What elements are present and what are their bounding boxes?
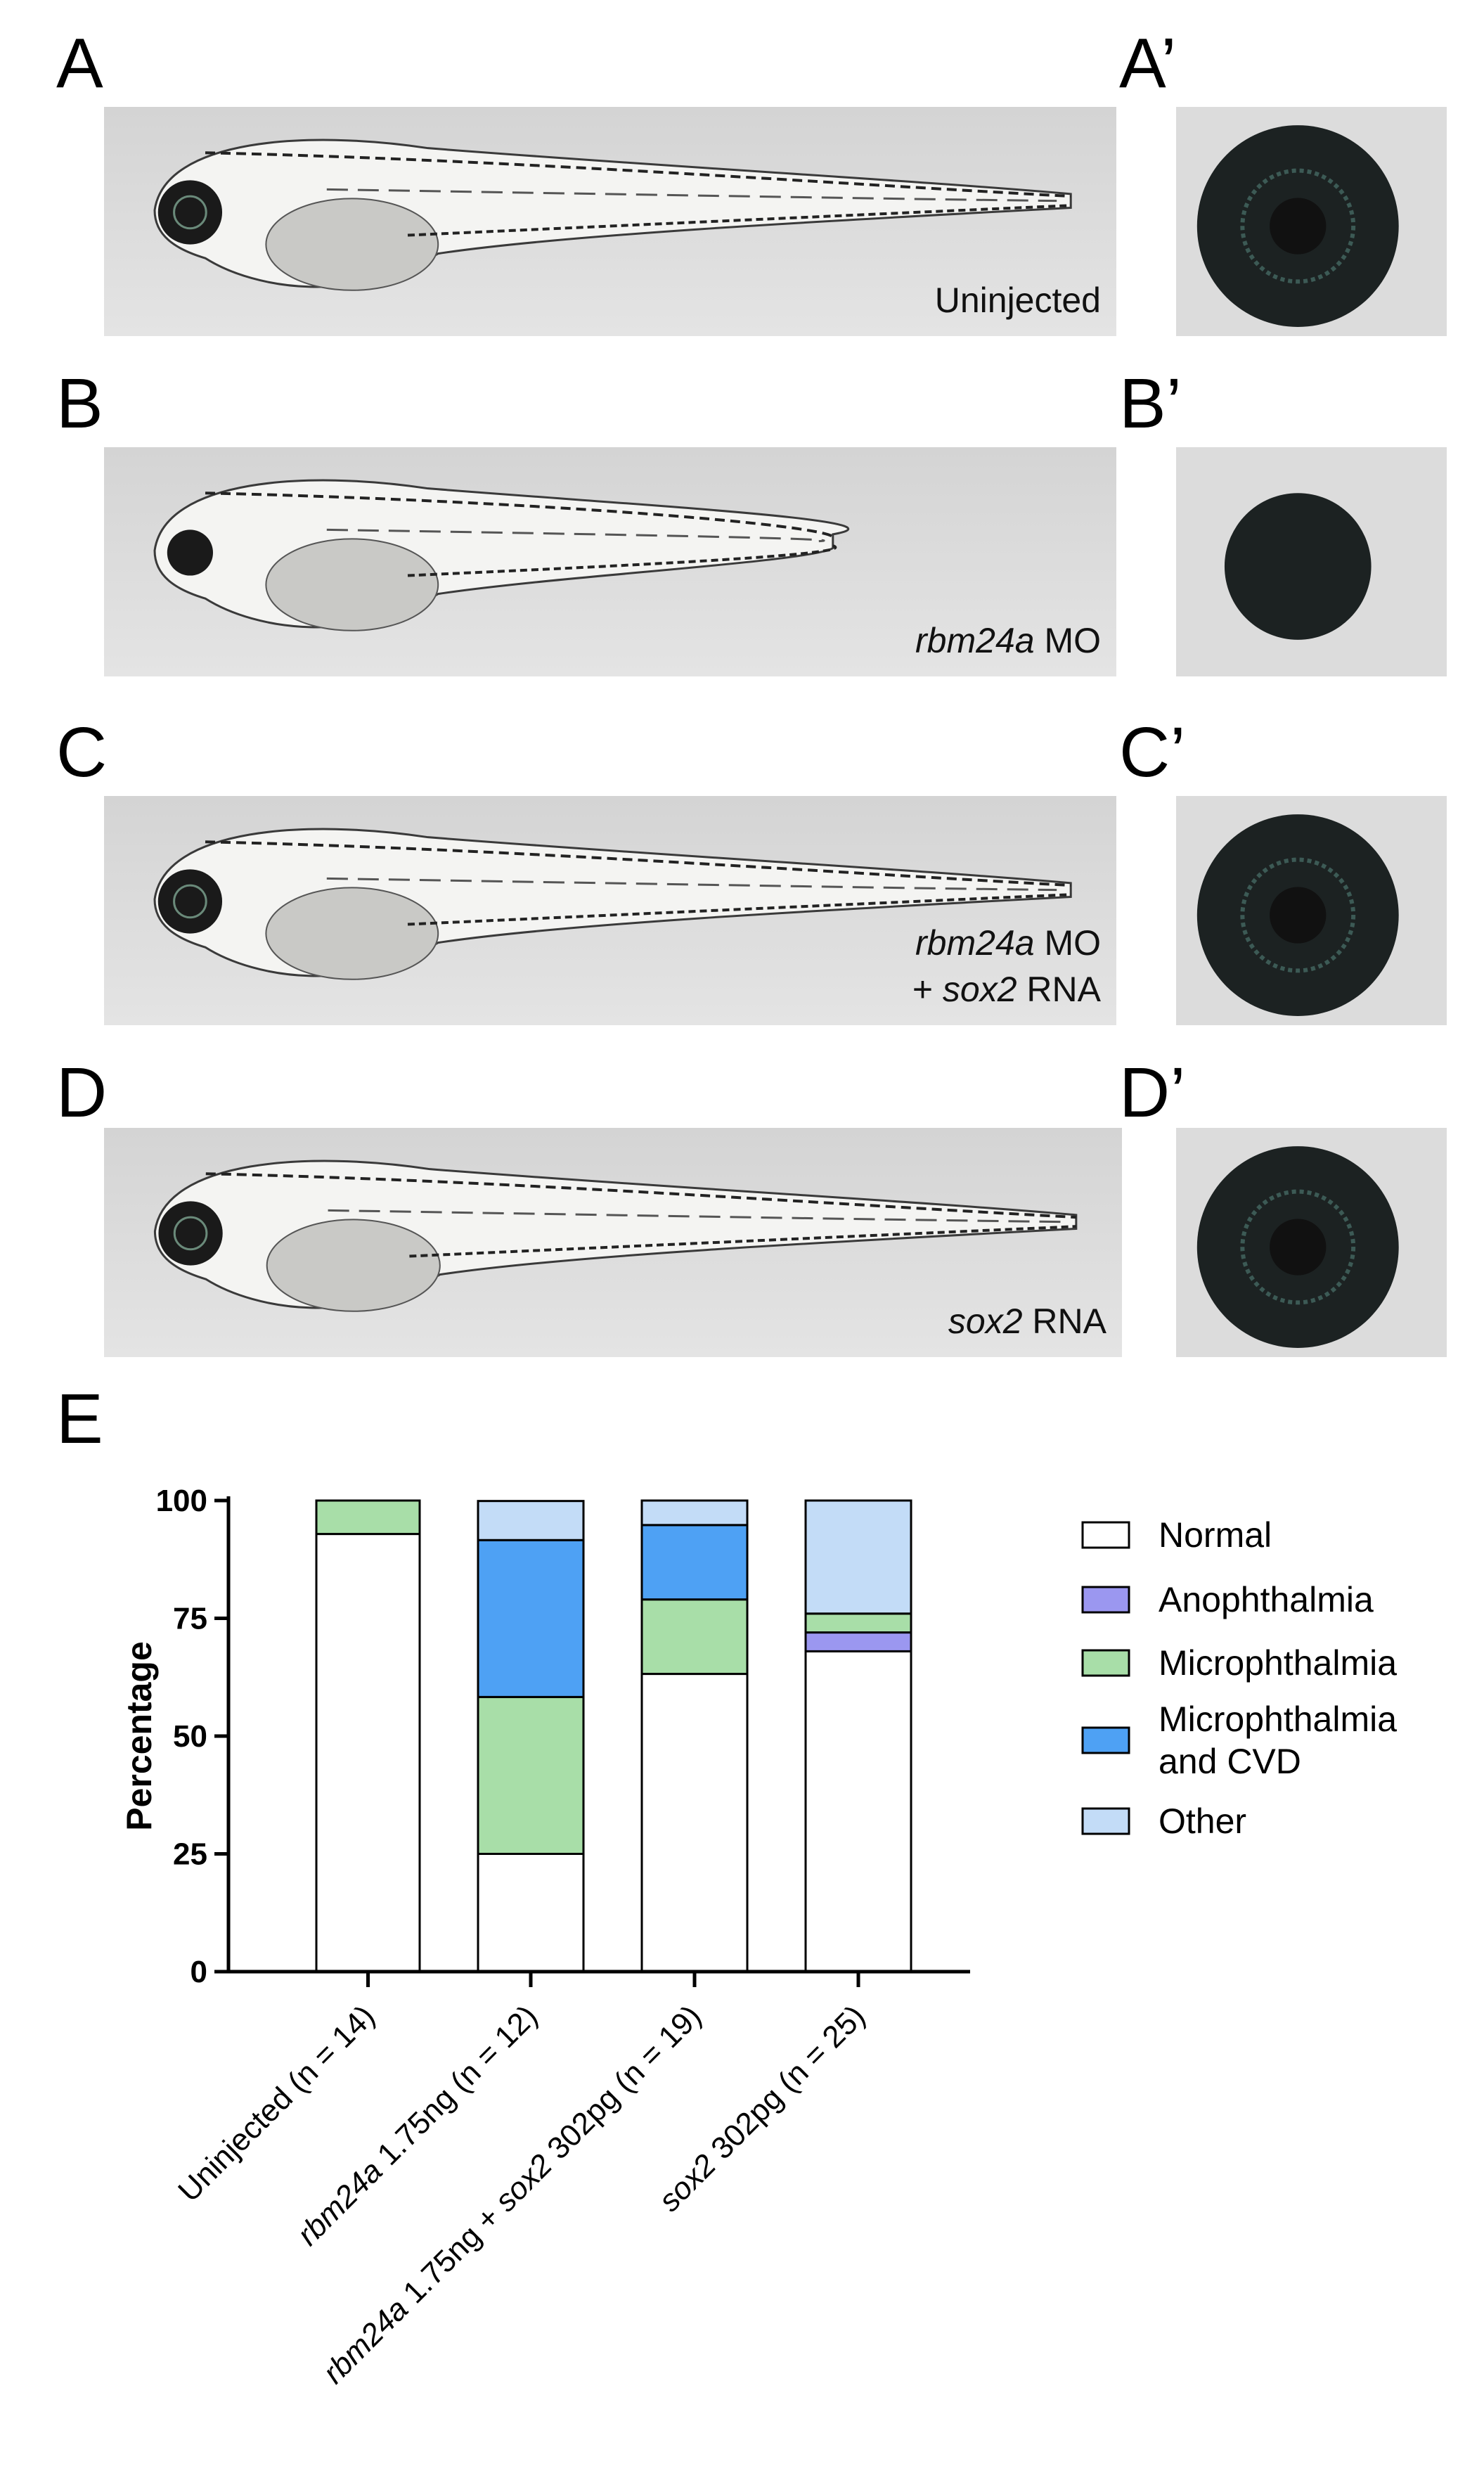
- caption-segment: +: [912, 970, 943, 1009]
- legend-label-line: Microphthalmia: [1159, 1700, 1397, 1739]
- panel-label-e: E: [56, 1380, 103, 1458]
- bar-segment-microphthalmia-2: [477, 1695, 585, 1855]
- caption-segment: rbm24a: [915, 621, 1035, 660]
- legend-swatch-microphthalmia: [1081, 1649, 1130, 1677]
- bar-segment-normal-4: [804, 1650, 912, 1973]
- x-tick-label: rbm24a 1.75ng + sox2 302pg (n = 19): [316, 1998, 708, 2390]
- eye-closeup-sox2-rna: [1176, 1128, 1447, 1357]
- legend-swatch-normal: [1081, 1521, 1130, 1549]
- larva-photo-rescue: rbm24a MO + sox2 RNA: [104, 796, 1116, 1025]
- larva-illustration: [104, 1128, 1122, 1357]
- larva-photo-sox2-rna: sox2 RNA: [104, 1128, 1122, 1357]
- x-tick-label-segment: rbm24a: [316, 2292, 415, 2390]
- y-axis-label: Percentage: [120, 1641, 159, 1831]
- legend-label-line: and CVD: [1159, 1742, 1301, 1781]
- eye-closeup-rescue: [1176, 796, 1447, 1025]
- caption-a: Uninjected: [935, 277, 1101, 323]
- panel-label-d: D: [56, 1053, 108, 1132]
- bar-segment-other-4: [804, 1499, 912, 1615]
- panel-label-a-prime: A’: [1119, 24, 1177, 103]
- caption-segment: MO: [1034, 621, 1101, 660]
- eye-closeup-uninjected: [1176, 107, 1447, 336]
- y-tick-label: 0: [191, 1955, 207, 1989]
- bar-segment-normal-1: [315, 1533, 421, 1973]
- x-tick-label-segment: 302pg (n = 19): [535, 1998, 709, 2172]
- panel-label-a: A: [56, 24, 103, 103]
- panel-label-b-prime: B’: [1119, 364, 1182, 443]
- bar-segment-normal-3: [640, 1673, 749, 1973]
- larva-photo-rbm24a-mo: rbm24a MO: [104, 447, 1116, 676]
- larva-photo-uninjected: Uninjected: [104, 107, 1116, 336]
- caption-segment: sox2: [942, 970, 1017, 1009]
- bar-segment-microphthalmia-1: [315, 1499, 421, 1536]
- bar-segment-other-3: [640, 1499, 749, 1527]
- x-tick-label-segment: rbm24a: [290, 2154, 389, 2252]
- eye-illustration: [1176, 1128, 1447, 1357]
- legend-label: Anophthalmia: [1159, 1580, 1374, 1619]
- bar-segment-microphthalmia-and-cvd-3: [640, 1524, 749, 1601]
- x-tick-label-segment: 1.75ng (n = 12): [365, 1998, 544, 2178]
- larva-illustration: [104, 447, 1116, 676]
- legend-label-line: Other: [1159, 1801, 1246, 1841]
- caption-b: rbm24a MO: [915, 617, 1101, 664]
- caption-segment: MO: [1034, 923, 1101, 963]
- bar-segment-microphthalmia-3: [640, 1598, 749, 1676]
- legend-swatch-microphthalmia-and-cvd: [1081, 1726, 1130, 1754]
- caption-c: rbm24a MO + sox2 RNA: [912, 920, 1101, 1013]
- larva-illustration: [104, 796, 1116, 1025]
- caption-segment: sox2: [948, 1302, 1023, 1341]
- bar-segment-normal-2: [477, 1853, 585, 1973]
- x-tick-label-segment: 302pg (n = 25): [699, 1998, 872, 2172]
- legend-label-line: Normal: [1159, 1515, 1272, 1555]
- legend-label-line: Anophthalmia: [1159, 1580, 1374, 1619]
- eye-illustration: [1176, 796, 1447, 1025]
- caption-segment: Uninjected: [934, 281, 1101, 320]
- larva-illustration: [104, 107, 1116, 336]
- y-tick-label: 100: [156, 1484, 207, 1518]
- caption-segment: RNA: [1022, 1302, 1106, 1341]
- bar-segment-other-2: [477, 1500, 585, 1541]
- eye-closeup-rbm24a-mo: [1176, 447, 1447, 676]
- legend-label: Microphthalmia: [1159, 1643, 1397, 1683]
- legend-label: Normal: [1159, 1515, 1272, 1555]
- legend-swatch-anophthalmia: [1081, 1586, 1130, 1614]
- legend-swatch-other: [1081, 1807, 1130, 1835]
- bar-segment-anophthalmia-4: [804, 1631, 912, 1652]
- caption-d: sox2 RNA: [948, 1298, 1106, 1344]
- caption-segment: rbm24a: [915, 923, 1035, 963]
- legend-label: Microphthalmia and CVD: [1159, 1700, 1397, 1781]
- caption-segment: RNA: [1017, 970, 1101, 1009]
- panel-label-c: C: [56, 713, 108, 792]
- y-tick-label: 50: [173, 1719, 207, 1754]
- panel-label-d-prime: D’: [1119, 1053, 1186, 1132]
- legend-label: Other: [1159, 1801, 1246, 1841]
- legend-label-line: Microphthalmia: [1159, 1643, 1397, 1683]
- y-tick-label: 75: [173, 1602, 207, 1636]
- eye-illustration: [1176, 447, 1447, 676]
- bar-segment-microphthalmia-4: [804, 1612, 912, 1634]
- panel-label-b: B: [56, 364, 103, 443]
- x-tick-label-segment: 1.75ng +: [391, 2194, 513, 2316]
- eye-illustration: [1176, 107, 1447, 336]
- y-tick-label: 25: [173, 1837, 207, 1872]
- panel-label-c-prime: C’: [1119, 713, 1186, 792]
- bar-segment-microphthalmia-and-cvd-2: [477, 1539, 585, 1698]
